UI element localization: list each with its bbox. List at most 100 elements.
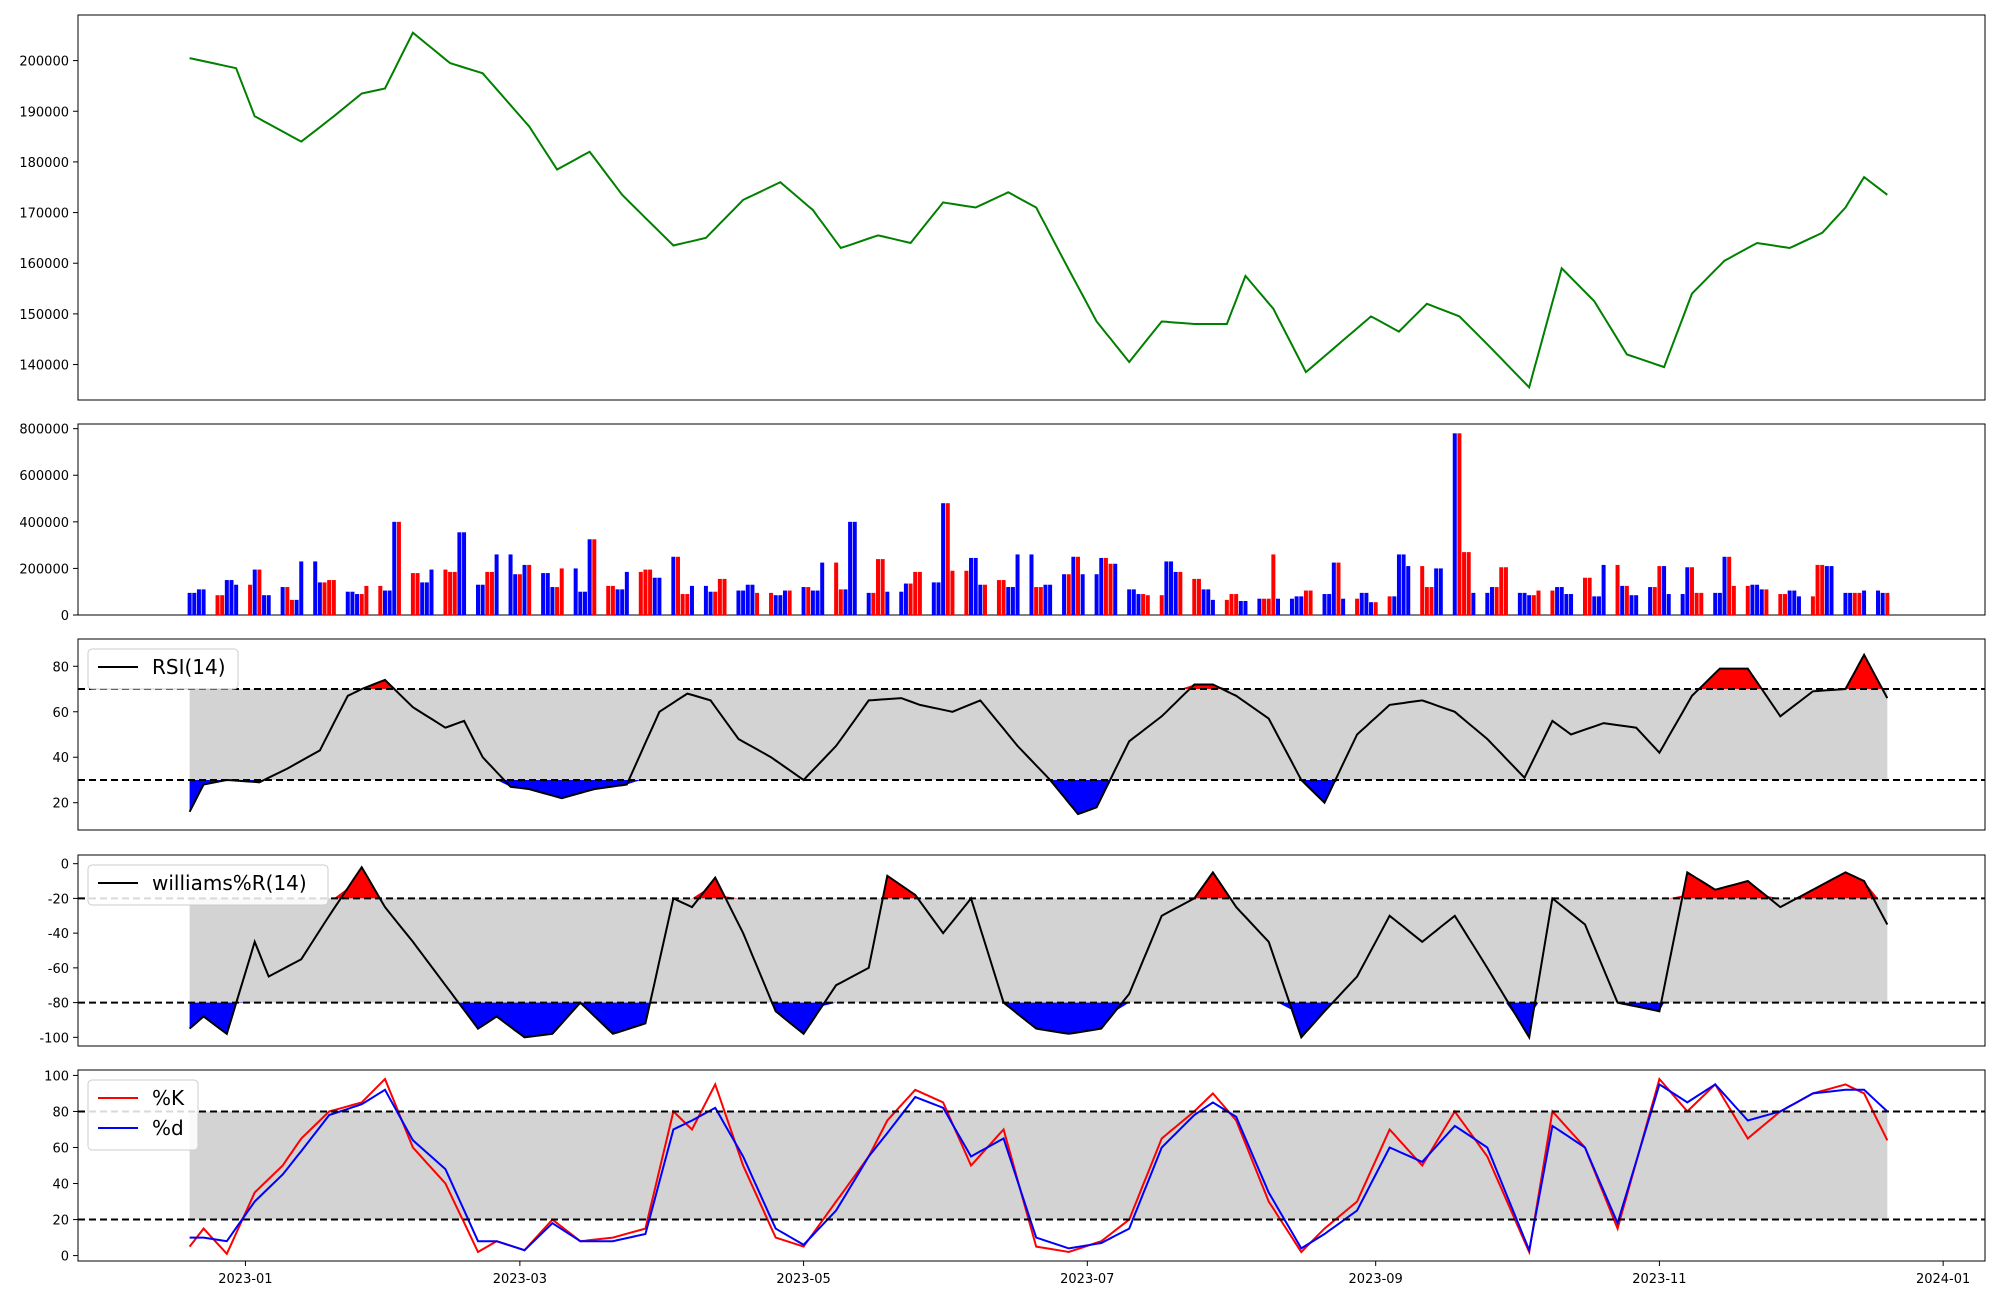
- volume-bar: [1662, 566, 1667, 615]
- y-tick-label: 60: [52, 706, 69, 721]
- volume-bar: [1438, 568, 1443, 615]
- volume-bar: [201, 589, 206, 615]
- volume-bar: [1173, 571, 1178, 615]
- volume-bar: [978, 584, 983, 615]
- volume-bar: [262, 595, 267, 615]
- volume-bar: [1266, 598, 1271, 615]
- y-tick-label: -100: [39, 1031, 69, 1046]
- volume-bar: [527, 564, 532, 615]
- volume-bar: [755, 592, 760, 615]
- volume-bar: [1582, 577, 1587, 615]
- volume-bar: [880, 559, 885, 615]
- volume-bar: [452, 571, 457, 615]
- volume-bar: [769, 592, 774, 615]
- volume-bar: [392, 521, 397, 615]
- stoch-line-k: [188, 1076, 1889, 1256]
- volume-bar: [1094, 574, 1099, 615]
- volume-bar: [713, 591, 718, 615]
- y-tick-label: -40: [48, 927, 69, 942]
- volume-bar: [917, 571, 922, 615]
- volume-bar: [657, 577, 662, 615]
- volume-bar: [1136, 594, 1141, 615]
- volume-bar: [1824, 566, 1829, 615]
- volume-bar: [1778, 594, 1783, 615]
- volume-bar: [1141, 594, 1146, 615]
- y-tick-label: 80: [52, 1105, 69, 1120]
- legend-box: [87, 864, 329, 906]
- volume-bar: [843, 589, 848, 615]
- volume-bar: [778, 595, 783, 615]
- volume-bar: [508, 554, 513, 615]
- volume-bar: [1178, 571, 1183, 615]
- volume-bar: [931, 582, 936, 615]
- volume-bar: [313, 561, 318, 615]
- volume-bar: [903, 583, 908, 615]
- volume-bar: [1062, 574, 1067, 615]
- volume-bar: [1727, 556, 1732, 615]
- volume-bar: [717, 578, 722, 615]
- volume-bar: [1499, 567, 1504, 615]
- y-tick-label: 40: [52, 1178, 69, 1193]
- y-tick-label: 200000: [19, 55, 69, 70]
- panel-frame-2: [77, 638, 1986, 831]
- volume-bar: [541, 573, 546, 615]
- volume-bar: [1392, 596, 1397, 615]
- volume-bar: [1527, 595, 1532, 615]
- volume-bar: [908, 583, 913, 615]
- volume-bar: [592, 539, 597, 615]
- volume-bar: [1131, 589, 1136, 615]
- volume-bar: [294, 599, 299, 615]
- volume-bar: [1299, 596, 1304, 615]
- volume-bar: [1206, 589, 1211, 615]
- volume-bar: [1294, 596, 1299, 615]
- volume-bar: [1657, 566, 1662, 615]
- volume-bar: [229, 580, 234, 615]
- volume-bar: [1308, 590, 1313, 615]
- volume-bar: [1517, 592, 1522, 615]
- volume-bar: [610, 585, 615, 615]
- volume-bar: [638, 571, 643, 615]
- volume-bar: [457, 532, 462, 615]
- volume-bar: [289, 599, 294, 615]
- volume-bar: [1713, 592, 1718, 615]
- volume-bar: [1880, 592, 1885, 615]
- volume-bar: [1885, 592, 1890, 615]
- volume-bar: [420, 582, 425, 615]
- volume-bar: [1620, 585, 1625, 615]
- volume-bar: [885, 591, 890, 615]
- volume-bar: [876, 559, 881, 615]
- volume-bar: [1666, 594, 1671, 615]
- volume-bar: [685, 594, 690, 615]
- volume-bar: [1048, 584, 1053, 615]
- oversold-fill: [189, 779, 1888, 815]
- stoch-line-d: [189, 1082, 1888, 1254]
- volume-bar: [1559, 587, 1564, 615]
- volume-bar: [1745, 585, 1750, 615]
- x-tick-label: 2023-11: [1632, 1272, 1686, 1287]
- volume-bar: [215, 595, 220, 615]
- y-tick-label: 400000: [19, 516, 69, 531]
- volume-bar: [359, 594, 364, 615]
- volume-bar: [615, 589, 620, 615]
- volume-bar: [1759, 589, 1764, 615]
- volume-bar: [973, 557, 978, 615]
- volume-bar: [866, 592, 871, 615]
- volume-bar: [1564, 594, 1569, 615]
- volume-bar: [1815, 564, 1820, 615]
- volume-bar: [1843, 592, 1848, 615]
- volume-bar: [1327, 594, 1332, 615]
- volume-bar: [1876, 590, 1881, 615]
- volume-bar: [676, 556, 681, 615]
- volume-bar: [285, 587, 290, 615]
- volume-bar: [1424, 587, 1429, 615]
- volume-bar: [1029, 554, 1034, 615]
- volume-bar: [810, 590, 815, 615]
- volume-bar: [1038, 587, 1043, 615]
- volume-bar: [1494, 587, 1499, 615]
- volume-bar: [1145, 595, 1150, 615]
- neutral-band: [189, 1111, 1888, 1220]
- y-tick-label: -80: [48, 997, 69, 1012]
- panel-frame-4: [77, 1069, 1986, 1262]
- volume-bar: [1341, 598, 1346, 615]
